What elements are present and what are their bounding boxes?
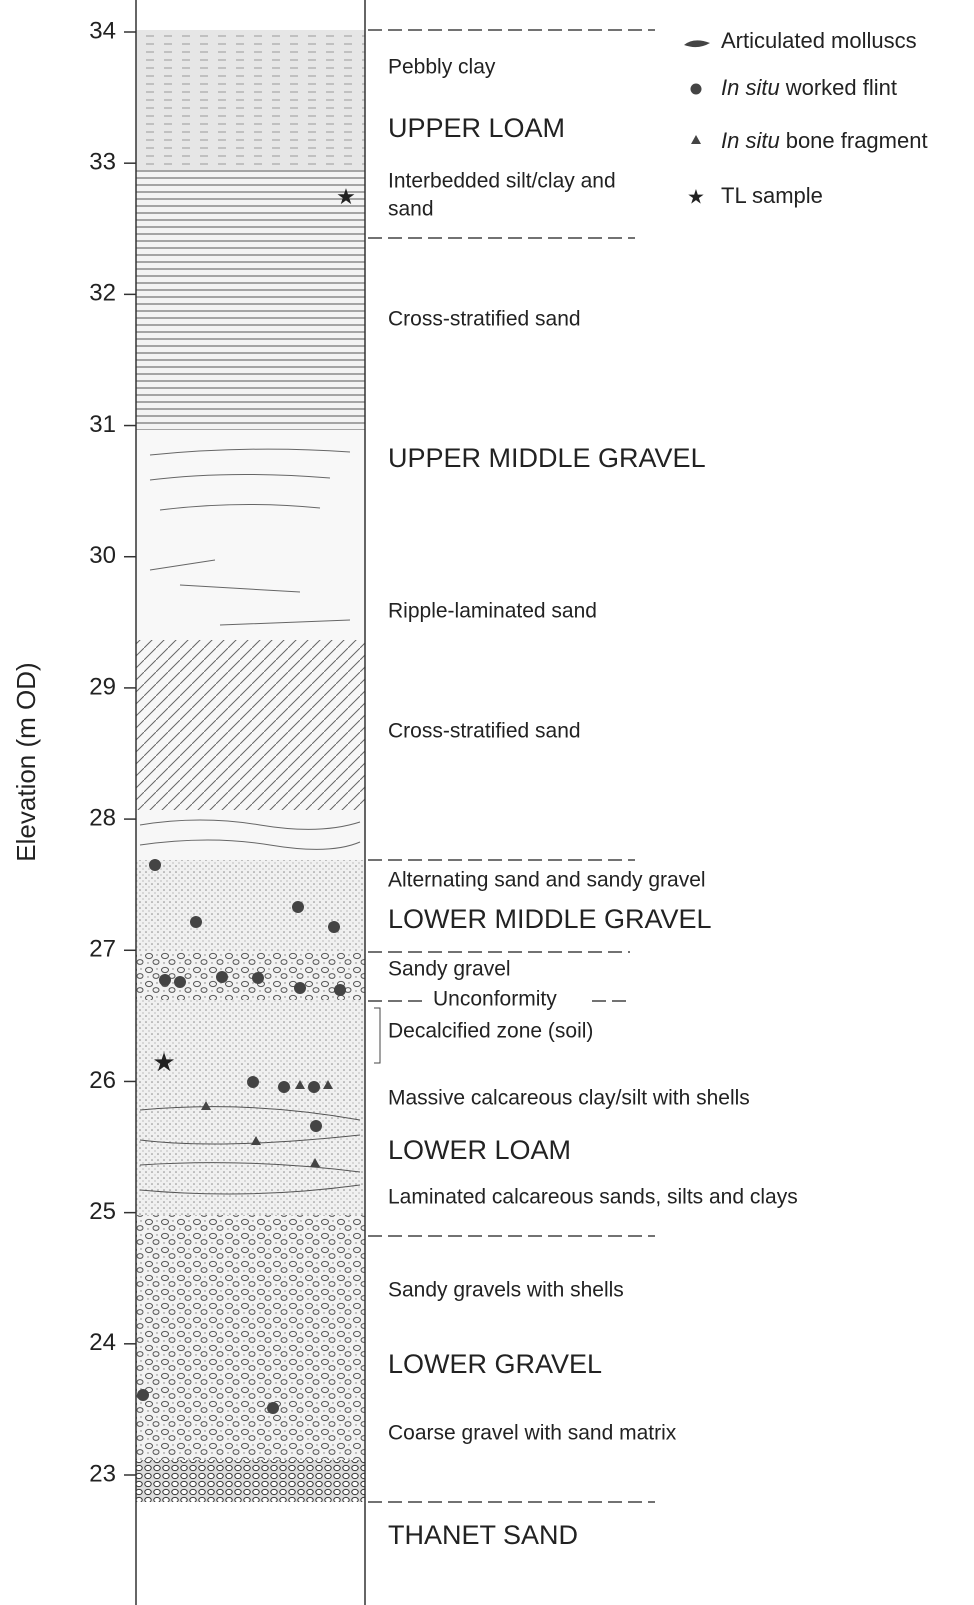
tick-label: 28 — [89, 804, 116, 831]
bracket — [374, 1008, 380, 1063]
tick-label: 34 — [89, 17, 116, 44]
legend-symbol: ★ — [687, 186, 705, 208]
axis-title: Elevation (m OD) — [11, 662, 41, 861]
legend-symbol — [691, 84, 702, 95]
legend-symbol — [684, 40, 710, 47]
svg-text:★: ★ — [152, 1047, 175, 1077]
layer-fill — [136, 30, 365, 170]
unit-label: LOWER LOAM — [388, 1135, 571, 1165]
layer-label: Massive calcareous clay/silt with shells — [388, 1087, 750, 1110]
tick-label: 23 — [89, 1460, 116, 1487]
layer-label: Sandy gravels with shells — [388, 1279, 624, 1302]
unit-label: LOWER MIDDLE GRAVEL — [388, 904, 712, 934]
legend-label: TL sample — [721, 183, 823, 208]
tick-label: 24 — [89, 1329, 116, 1356]
layer-label: Decalcified zone (soil) — [388, 1020, 593, 1043]
layer-label: Cross-stratified sand — [388, 308, 581, 331]
tick-label: 33 — [89, 149, 116, 176]
layer-label: Interbedded silt/clay and — [388, 170, 616, 193]
layer-fill — [136, 1215, 365, 1460]
layer-fill — [136, 170, 365, 430]
layer-fill — [136, 860, 365, 952]
layer-fill — [136, 952, 365, 1000]
tick-label: 30 — [89, 542, 116, 569]
figure: ★ ★ Elevation (m OD) 23 24 25 26 27 28 29 30 31 3… — [0, 0, 974, 1605]
layer-fill — [136, 1460, 365, 1502]
legend-symbol — [691, 135, 701, 144]
column: ★ ★ — [136, 30, 365, 1502]
legend-italic: In situ — [721, 75, 780, 100]
layer-fill — [136, 640, 365, 810]
legend-text: worked flint — [785, 75, 897, 100]
legend-label: Articulated molluscs — [721, 28, 917, 53]
legend-text: bone fragment — [786, 128, 928, 153]
svg-text:★: ★ — [336, 184, 356, 209]
layer-label: Laminated calcareous sands, silts and cl… — [388, 1186, 798, 1209]
tick-label: 27 — [89, 936, 116, 963]
legend-italic: In situ — [721, 128, 780, 153]
tick-label: 26 — [89, 1067, 116, 1094]
tick-label: 29 — [89, 673, 116, 700]
layer-label: Coarse gravel with sand matrix — [388, 1422, 677, 1445]
legend-text: Articulated molluscs — [721, 28, 917, 53]
legend-text: TL sample — [721, 183, 823, 208]
tick-label: 31 — [89, 411, 116, 438]
unit-label: UPPER MIDDLE GRAVEL — [388, 443, 706, 473]
layer-label: sand — [388, 198, 434, 221]
tick-label: 32 — [89, 280, 116, 307]
unit-label: THANET SAND — [388, 1520, 578, 1550]
layer-label: Cross-stratified sand — [388, 720, 581, 743]
layer-label: Pebbly clay — [388, 56, 496, 79]
layer-fill — [136, 810, 365, 860]
layer-label: Sandy gravel — [388, 958, 511, 981]
layer-label: Ripple-laminated sand — [388, 600, 597, 623]
unit-label: UPPER LOAM — [388, 113, 565, 143]
layer-label: Alternating sand and sandy gravel — [388, 869, 706, 892]
tick-label: 25 — [89, 1198, 116, 1225]
unit-label: LOWER GRAVEL — [388, 1349, 602, 1379]
layer-fill — [136, 430, 365, 640]
layer-label: Unconformity — [433, 988, 557, 1011]
